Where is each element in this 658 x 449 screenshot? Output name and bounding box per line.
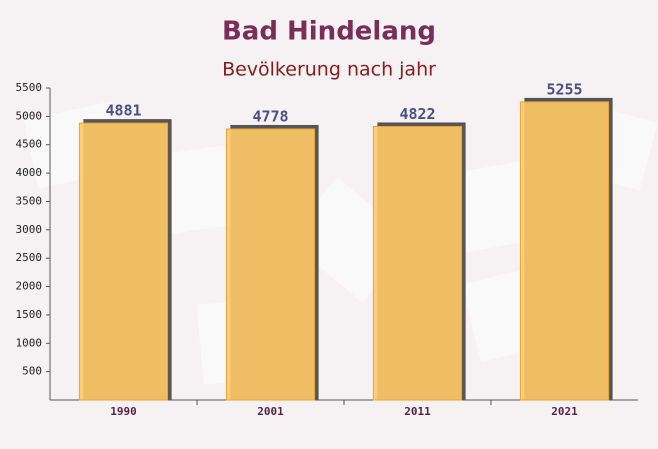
value-label: 4778 — [252, 107, 288, 125]
y-tick-label: 5000 — [16, 109, 43, 122]
bar — [372, 125, 463, 401]
x-tick-label: 2021 — [551, 405, 578, 418]
bar — [519, 101, 610, 401]
y-tick-label: 500 — [22, 365, 42, 378]
bar — [78, 122, 169, 401]
y-tick-label: 3000 — [16, 223, 43, 236]
chart-title: Bad Hindelang — [222, 17, 436, 47]
y-tick-label: 3500 — [16, 194, 43, 207]
value-label: 4822 — [399, 105, 435, 123]
x-tick-label: 2011 — [404, 405, 431, 418]
x-tick-label: 2001 — [257, 405, 284, 418]
y-tick-label: 4500 — [16, 138, 43, 151]
x-tick-label: 1990 — [110, 405, 137, 418]
bar — [225, 128, 316, 401]
y-tick-label: 1500 — [16, 308, 43, 321]
value-label: 4881 — [105, 102, 141, 120]
y-tick-label: 4000 — [16, 166, 43, 179]
value-label: 5255 — [546, 80, 582, 98]
y-tick-label: 5500 — [16, 81, 43, 94]
chart-subtitle: Bevölkerung nach jahr — [222, 59, 436, 81]
y-tick-label: 2500 — [16, 251, 43, 264]
y-tick-label: 1000 — [16, 336, 43, 349]
y-tick-label: 2000 — [16, 280, 43, 293]
